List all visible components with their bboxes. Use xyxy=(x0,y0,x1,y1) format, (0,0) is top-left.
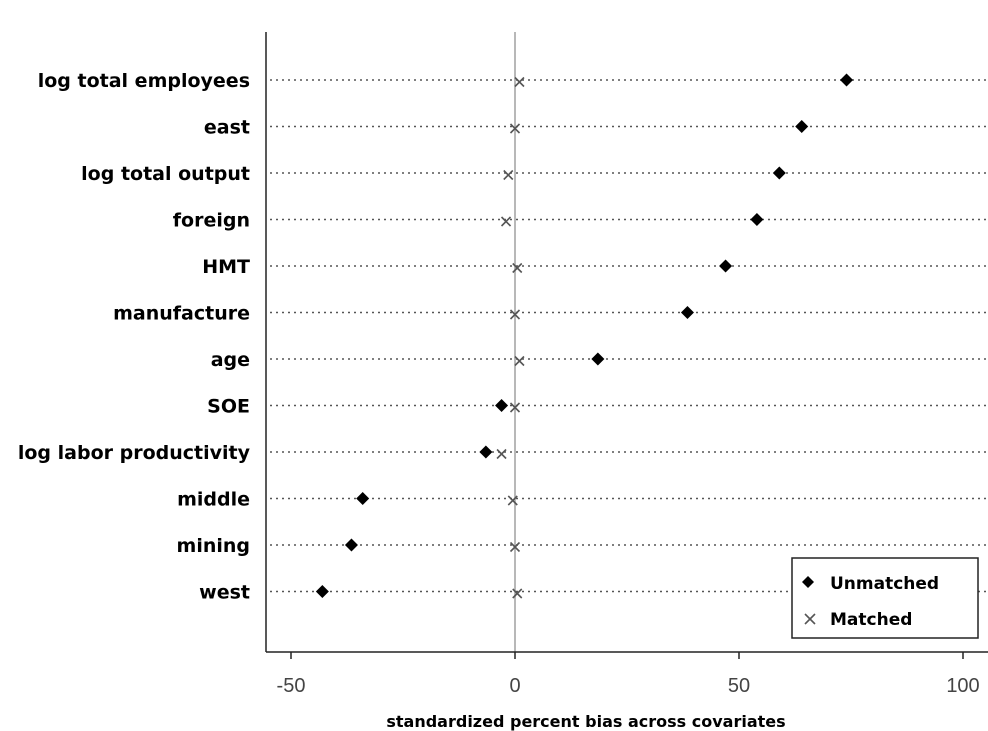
cross-stroke xyxy=(509,541,521,553)
category-label: SOE xyxy=(207,396,250,418)
cross-stroke xyxy=(512,588,523,599)
legend-marker-unmatched xyxy=(802,576,814,588)
x-ticks: -50 0 50 100 xyxy=(277,652,980,697)
legend-label: Unmatched xyxy=(830,574,939,594)
marker-unmatched xyxy=(344,538,358,552)
cross-stroke xyxy=(514,355,525,367)
cross-stroke xyxy=(514,76,525,88)
marker-unmatched xyxy=(495,399,509,412)
category-label: east xyxy=(204,117,250,139)
marker-matched xyxy=(509,541,521,553)
marker-matched xyxy=(509,309,521,320)
marker-matched xyxy=(500,216,512,227)
marker-unmatched xyxy=(479,445,493,459)
marker-unmatched xyxy=(772,166,786,180)
marker-unmatched xyxy=(680,306,694,319)
marker-unmatched xyxy=(795,120,809,133)
category-label: manufacture xyxy=(113,303,250,325)
legend: Unmatched Matched xyxy=(791,557,979,639)
marker-matched xyxy=(512,262,523,274)
cross-stroke xyxy=(509,402,521,413)
marker-unmatched xyxy=(356,492,370,505)
category-label: log total output xyxy=(81,163,250,185)
cross-stroke xyxy=(496,448,507,460)
cross-stroke xyxy=(507,495,518,506)
marker-matched xyxy=(496,448,507,460)
legend-box xyxy=(791,557,979,639)
category-label: log total employees xyxy=(38,70,250,92)
marker-unmatched xyxy=(591,352,605,366)
category-label: west xyxy=(199,582,250,604)
marker-unmatched xyxy=(315,585,329,598)
marker-matched xyxy=(503,169,514,181)
marker-matched xyxy=(509,402,521,413)
category-labels: log total employees east log total output f… xyxy=(18,70,251,604)
category-label: age xyxy=(211,349,250,371)
marker-unmatched xyxy=(719,259,733,273)
cross-stroke xyxy=(509,123,521,134)
category-label: foreign xyxy=(173,210,250,232)
cross-stroke xyxy=(500,216,512,227)
marker-matched xyxy=(514,355,525,367)
marker-unmatched xyxy=(750,213,764,226)
x-tick-label: 50 xyxy=(728,675,750,697)
x-axis-title: standardized percent bias across covaria… xyxy=(386,712,785,731)
cross-stroke xyxy=(804,613,816,625)
x-tick-label: 100 xyxy=(946,675,979,697)
cross-stroke xyxy=(503,169,514,181)
legend-marker-matched xyxy=(804,613,816,625)
category-label: middle xyxy=(177,489,250,511)
category-label: mining xyxy=(177,535,250,557)
x-tick-label: 0 xyxy=(509,675,520,697)
marker-unmatched xyxy=(840,73,854,87)
legend-label: Matched xyxy=(830,610,912,630)
legend-items: Unmatched Matched xyxy=(802,574,939,630)
marker-matched xyxy=(512,588,523,599)
cross-stroke xyxy=(512,262,523,274)
x-tick-label: -50 xyxy=(277,675,306,697)
marker-matched xyxy=(514,76,525,88)
data-markers xyxy=(315,73,854,599)
marker-matched xyxy=(509,123,521,134)
category-label: HMT xyxy=(202,256,250,278)
category-label: log labor productivity xyxy=(18,442,251,464)
marker-matched xyxy=(507,495,518,506)
cross-stroke xyxy=(509,309,521,320)
